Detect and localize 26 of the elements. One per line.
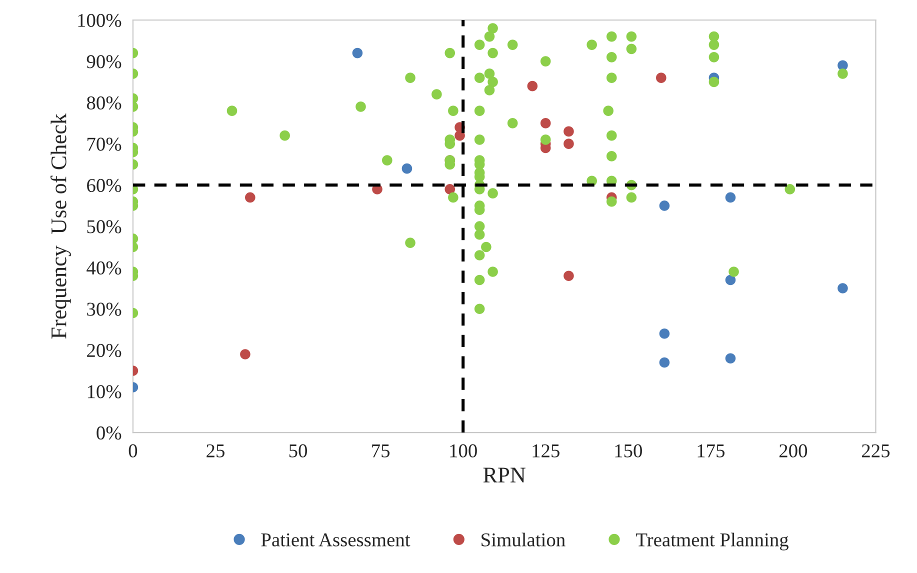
x-axis-title: RPN xyxy=(483,468,526,482)
y-tick-label: 10% xyxy=(88,385,122,398)
x-tick-label: 50 xyxy=(289,444,308,458)
x-tick-label: 225 xyxy=(862,444,890,458)
legend-label: Treatment Planning xyxy=(636,532,788,550)
y-axis-title: Frequency Use of Check xyxy=(50,113,71,339)
y-tick-label: 20% xyxy=(87,344,122,358)
y-tick-label: 70% xyxy=(87,138,122,151)
y-tick-label: 0% xyxy=(96,426,122,440)
legend-label: Simulation xyxy=(482,532,566,546)
x-tick-label: 125 xyxy=(532,444,560,458)
x-tick-label: 175 xyxy=(698,444,724,458)
legend-label: Patient Assessment xyxy=(261,533,410,546)
y-tick-label: 40% xyxy=(86,261,122,275)
y-tick-label: 90% xyxy=(86,55,122,68)
y-tick-label: 60% xyxy=(87,178,122,192)
x-tick-label: 0 xyxy=(128,444,138,458)
y-tick-label: 30% xyxy=(87,302,122,316)
x-tick-label: 100 xyxy=(450,444,477,458)
x-tick-label: 25 xyxy=(206,444,224,458)
y-tick-label: 50% xyxy=(87,220,122,234)
x-tick-label: 75 xyxy=(372,444,390,458)
y-tick-label: 100% xyxy=(78,14,122,28)
y-tick-label: 80% xyxy=(86,96,122,110)
x-tick-label: 150 xyxy=(615,444,642,458)
x-tick-label: 200 xyxy=(779,444,808,458)
